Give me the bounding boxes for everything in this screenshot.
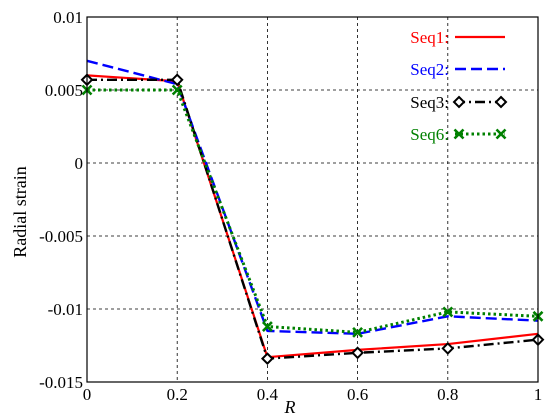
plot-frame [86,16,539,383]
y-axis-label: Radial strain [10,166,30,257]
data-point [352,326,364,338]
y-tick-label: 0 [75,154,84,173]
data-point [170,73,184,87]
legend-label: Seq6: [410,125,449,144]
legend-marker [452,95,466,109]
series-Seq3 [80,73,545,366]
data-point [260,352,274,366]
legend-marker [494,95,508,109]
series-line-Seq6 [87,88,539,334]
x-tick-label: 0.8 [437,385,458,404]
series-Seq6 [81,84,544,338]
series-Seq1 [86,74,539,359]
series-Seq2 [86,59,539,336]
series-line-Seq3 [87,78,539,360]
y-tick-label: -0.005 [39,227,83,246]
y-tick-label: -0.01 [48,300,83,319]
legend: Seq1: Seq2: Seq3: Seq6: [410,28,508,144]
series-lines [80,59,545,366]
data-point [171,84,183,96]
legend-label: Seq3: [410,93,449,112]
y-tick-label: -0.015 [39,373,83,392]
y-tick-label: 0.005 [45,81,83,100]
legend-marker [495,128,507,140]
x-tick-label: 0.6 [347,385,368,404]
x-tick-label: 0.4 [257,385,279,404]
legend-marker [453,128,465,140]
data-point [351,346,365,360]
series-line-Seq1 [86,74,539,359]
legend-label: Seq2: [410,60,449,79]
series-line-Seq2 [86,59,539,336]
x-tick-label: 0 [83,385,92,404]
grid [87,17,538,382]
legend-label: Seq1: [410,28,449,47]
axis-ticks: 0 0.2 0.4 0.6 0.8 1 0.01 0.005 0 -0.005 -0.01 -0.01… [39,8,542,404]
x-axis-label: R [284,397,296,417]
data-point [441,342,455,355]
x-tick-label: 0.2 [167,385,188,404]
data-point [261,321,273,332]
x-tick-label: 1 [534,385,543,404]
y-tick-label: 0.01 [53,8,83,27]
data-point [442,306,454,318]
